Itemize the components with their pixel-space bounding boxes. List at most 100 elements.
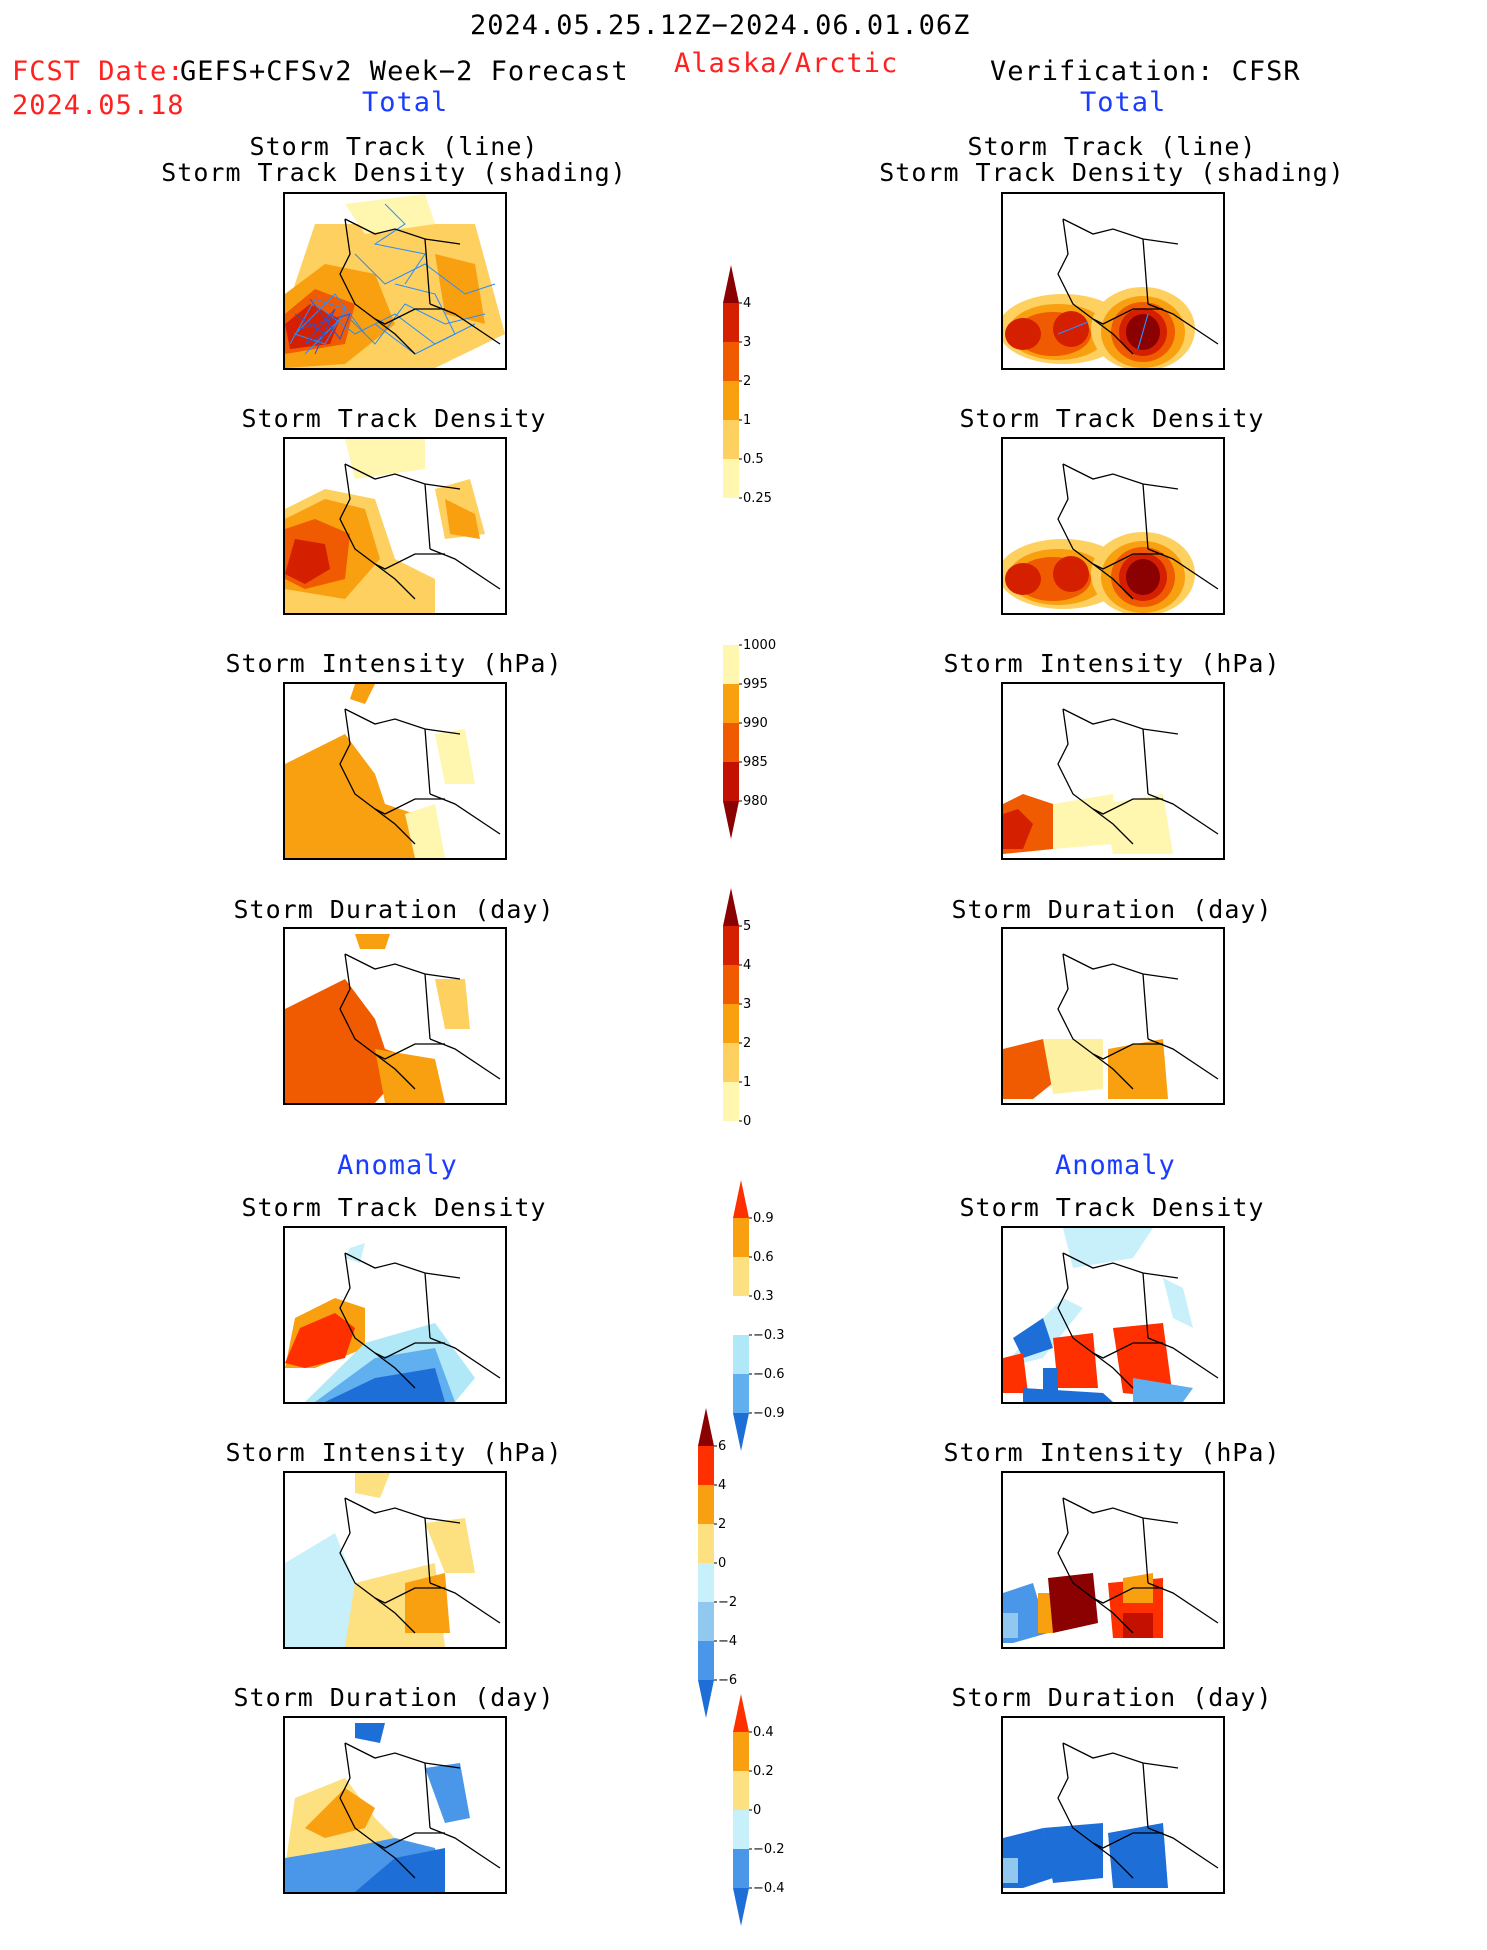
- colorbar-tick-label: −0.2: [753, 1842, 785, 1857]
- title-right-anom-duration: Storm Duration (day): [951, 1683, 1273, 1712]
- colorbar-segment: [723, 762, 739, 801]
- title-left-track-shading: Storm Track Density (shading): [161, 158, 627, 187]
- map-right-duration: [1001, 927, 1225, 1105]
- colorbar-tick-label: −0.4: [753, 1881, 785, 1896]
- colorbar-tick-label: 0.6: [753, 1250, 774, 1265]
- region-label: Alaska/Arctic: [674, 48, 899, 79]
- colorbar-tick-label: 980: [743, 794, 768, 809]
- anomaly-left-label: Anomaly: [337, 1150, 458, 1181]
- colorbar-tick-label: 1: [743, 413, 751, 428]
- map-left-anom-density: [283, 1226, 507, 1404]
- title-left-track-line: Storm Track (line): [249, 132, 539, 161]
- colorbar-tick-label: 4: [743, 296, 751, 311]
- colorbar-tick-label: 995: [743, 677, 768, 692]
- colorbar-arrow-top: [723, 265, 739, 303]
- title-left-anom-density: Storm Track Density: [241, 1193, 547, 1222]
- map-left-density: [283, 437, 507, 615]
- colorbar-arrow-top: [733, 1180, 749, 1218]
- colorbar-arrow-top: [698, 1408, 714, 1446]
- colorbar-tick-label: 0.2: [753, 1764, 774, 1779]
- fcst-date-value: 2024.05.18: [12, 90, 185, 121]
- colorbar-tick-label: 0.25: [743, 491, 772, 506]
- forecast-name: GEFS+CFSv2 Week−2 Forecast: [180, 56, 629, 87]
- fcst-date-label: FCST Date:: [12, 56, 185, 87]
- total-left-label: Total: [362, 87, 449, 118]
- colorbar-segment: [723, 965, 739, 1004]
- colorbar-segment: [723, 645, 739, 684]
- colorbar-anom-intensity: 6 4 2 0 −2 −4 −6: [698, 1408, 758, 1742]
- map-right-density: [1001, 437, 1225, 615]
- map-left-anom-duration: [283, 1716, 507, 1894]
- title-right-anom-intensity: Storm Intensity (hPa): [943, 1438, 1281, 1467]
- colorbar-tick-label: 1000: [743, 638, 776, 653]
- colorbar-tick-label: 3: [743, 997, 751, 1012]
- map-right-storm-track: [1001, 192, 1225, 370]
- map-right-intensity: [1001, 682, 1225, 860]
- colorbar-anom-density: 0.9 0.6 0.3 −0.3 −0.6 −0.9: [733, 1180, 793, 1475]
- date-range-title: 2024.05.25.12Z−2024.06.01.06Z: [470, 10, 971, 41]
- colorbar-segment: [698, 1446, 714, 1485]
- map-left-storm-track: [283, 192, 507, 370]
- colorbar-arrow-bottom: [723, 801, 739, 839]
- colorbar-segment: [698, 1641, 714, 1680]
- colorbar-segment: [733, 1771, 749, 1810]
- colorbar-tick-label: 0: [743, 1114, 751, 1129]
- colorbar-segment: [733, 1810, 749, 1849]
- colorbar-segment: [723, 1043, 739, 1082]
- colorbar-tick-label: 990: [743, 716, 768, 731]
- colorbar-tick-label: 3: [743, 335, 751, 350]
- title-right-intensity: Storm Intensity (hPa): [943, 649, 1281, 678]
- anomaly-right-label: Anomaly: [1055, 1150, 1176, 1181]
- colorbar-segment: [723, 342, 739, 381]
- total-right-label: Total: [1080, 87, 1167, 118]
- colorbar-tick-label: 2: [718, 1517, 726, 1532]
- colorbar-tick-label: 985: [743, 755, 768, 770]
- colorbar-segment: [723, 1082, 739, 1121]
- colorbar-segment: [733, 1257, 749, 1296]
- title-left-density: Storm Track Density: [241, 404, 547, 433]
- colorbar-tick-label: 0: [718, 1556, 726, 1571]
- title-right-density: Storm Track Density: [959, 404, 1265, 433]
- colorbar-tick-label: −0.9: [753, 1406, 785, 1421]
- title-left-anom-intensity: Storm Intensity (hPa): [225, 1438, 563, 1467]
- colorbar-tick-label: −6: [718, 1673, 737, 1688]
- colorbar-segment: [723, 303, 739, 342]
- colorbar-tick-label: 0.3: [753, 1289, 774, 1304]
- colorbar-segment: [723, 723, 739, 762]
- colorbar-segment: [733, 1335, 749, 1374]
- title-left-intensity: Storm Intensity (hPa): [225, 649, 563, 678]
- title-right-track-line: Storm Track (line): [967, 132, 1257, 161]
- colorbar-segment: [733, 1849, 749, 1888]
- colorbar-arrow-top: [733, 1694, 749, 1732]
- map-left-duration: [283, 927, 507, 1105]
- colorbar-arrow-bottom: [733, 1413, 749, 1451]
- colorbar-tick-label: −0.6: [753, 1367, 785, 1382]
- colorbar-segment: [723, 1004, 739, 1043]
- colorbar-tick-label: 6: [718, 1439, 726, 1454]
- map-left-intensity: [283, 682, 507, 860]
- map-right-anom-density: [1001, 1226, 1225, 1404]
- colorbar-arrow-top: [723, 888, 739, 926]
- colorbar-tick-label: 2: [743, 374, 751, 389]
- colorbar-duration: 5 4 3 2 1 0: [723, 888, 783, 1145]
- colorbar-tick-label: 2: [743, 1036, 751, 1051]
- colorbar-segment: [723, 420, 739, 459]
- map-left-anom-intensity: [283, 1471, 507, 1649]
- colorbar-anom-duration: 0.4 0.2 0 −0.2 −0.4: [733, 1694, 793, 1950]
- colorbar-segment: [733, 1374, 749, 1413]
- colorbar-segment: [733, 1732, 749, 1771]
- colorbar-segment: [723, 459, 739, 498]
- colorbar-density: 4 3 2 1 0.5 0.25: [723, 265, 783, 522]
- colorbar-segment: [723, 684, 739, 723]
- colorbar-segment: [733, 1296, 749, 1335]
- colorbar-segment: [723, 926, 739, 965]
- verification-label: Verification: CFSR: [990, 56, 1301, 87]
- colorbar-tick-label: 0.5: [743, 452, 764, 467]
- title-right-anom-density: Storm Track Density: [959, 1193, 1265, 1222]
- map-right-anom-intensity: [1001, 1471, 1225, 1649]
- colorbar-segment: [733, 1218, 749, 1257]
- colorbar-tick-label: 5: [743, 919, 751, 934]
- colorbar-tick-label: 0: [753, 1803, 761, 1818]
- title-right-duration: Storm Duration (day): [951, 895, 1273, 924]
- colorbar-segment: [698, 1602, 714, 1641]
